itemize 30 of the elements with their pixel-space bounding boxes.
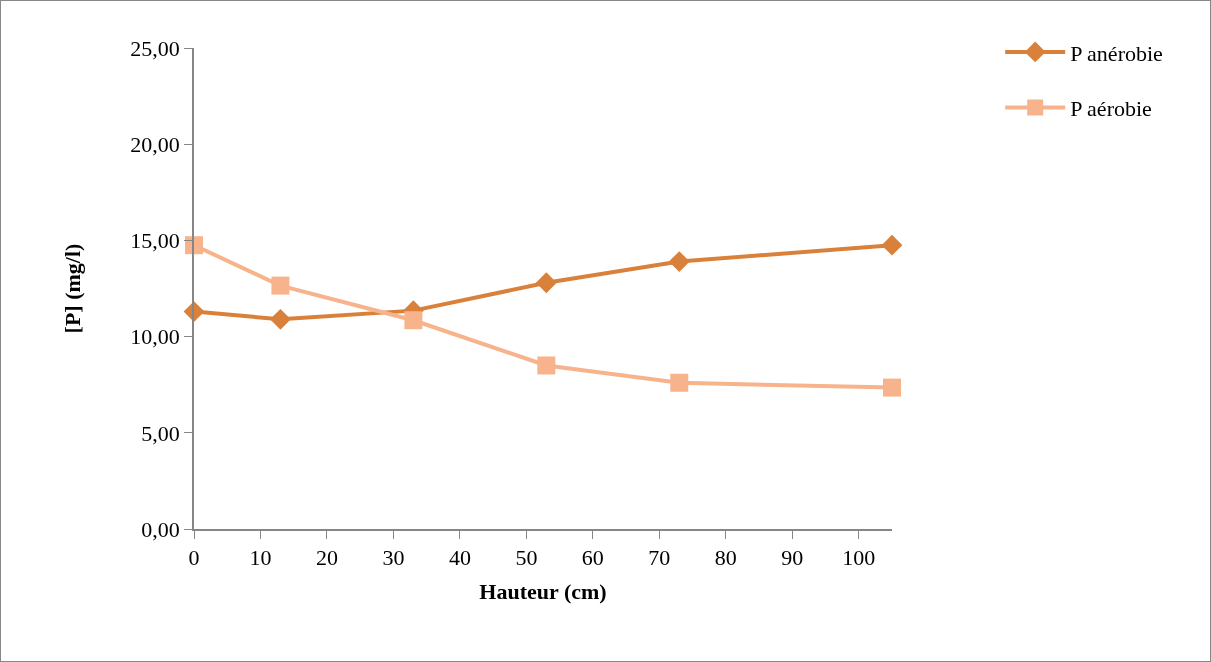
x-tick-label: 70 [648, 545, 671, 571]
x-tick-label: 50 [515, 545, 538, 571]
point [670, 373, 689, 392]
x-tick-label: 10 [249, 545, 272, 571]
point [668, 251, 690, 272]
legend-label: P aérobie [1070, 96, 1152, 122]
x-tick-label: 40 [448, 545, 471, 571]
point [271, 276, 290, 295]
y-tick-label: 10,00 [130, 324, 180, 350]
legend-label: P anérobie [1070, 40, 1163, 66]
y-tick-label: 0,00 [141, 516, 180, 542]
point [404, 311, 423, 330]
point [270, 308, 291, 330]
x-tick-label: 60 [581, 545, 604, 571]
x-tick-label: 80 [714, 545, 737, 571]
point [535, 272, 557, 294]
point [883, 378, 901, 397]
y-tick-label: 15,00 [130, 228, 180, 254]
y-tick-label: 20,00 [130, 131, 180, 157]
x-axis-title: Hauteur (cm) [479, 578, 607, 604]
x-tick-label: 0 [188, 545, 200, 571]
x-tick-label: 30 [382, 545, 405, 571]
x-tick-label: 20 [315, 545, 338, 571]
x-tick-label: 90 [781, 545, 804, 571]
y-tick-label: 5,00 [141, 420, 180, 446]
point [537, 356, 556, 375]
y-tick-label: 25,00 [130, 35, 180, 61]
y-axis-title: [P] (mg/l) [59, 243, 85, 334]
point [881, 234, 903, 256]
x-tick-label: 100 [842, 545, 876, 571]
